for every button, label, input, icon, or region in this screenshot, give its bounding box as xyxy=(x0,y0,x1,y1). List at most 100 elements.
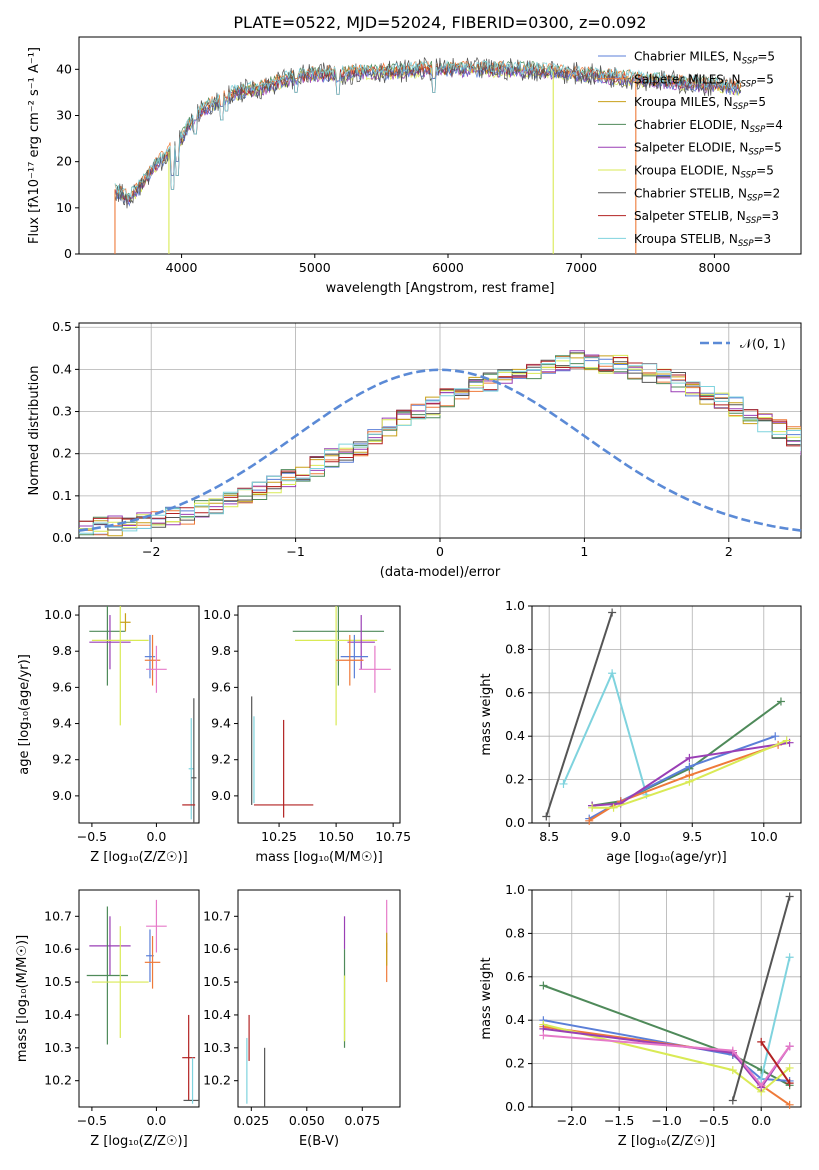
weight-marker xyxy=(685,777,694,786)
y-tick-label: 0.3 xyxy=(52,404,72,419)
x-tick-label: 7000 xyxy=(565,260,597,275)
x-tick-label: 0 xyxy=(436,544,444,559)
plot-frame xyxy=(78,889,200,1108)
y-tick-label: 9.2 xyxy=(211,752,231,767)
weight-marker xyxy=(785,1100,794,1109)
y-tick-label: 10 xyxy=(56,200,72,215)
y-tick-label: 9.8 xyxy=(211,643,231,658)
histogram-step xyxy=(79,352,801,531)
weight-marker xyxy=(685,753,694,762)
weight-marker xyxy=(785,1042,794,1051)
weight-series-line xyxy=(592,741,790,807)
spectrum-line-kroupa-stelib xyxy=(114,59,742,201)
x-tick-label: 6000 xyxy=(432,260,464,275)
y-tick-label: 0.8 xyxy=(505,641,525,656)
plot-frame xyxy=(78,36,802,255)
weight-series-line xyxy=(543,1023,791,1094)
plot-frame xyxy=(531,889,802,1108)
x-axis-label: E(B-V) xyxy=(299,1134,339,1149)
weight-series-line xyxy=(592,739,788,809)
weight-marker xyxy=(785,1063,794,1072)
weight-marker xyxy=(785,1079,794,1088)
x-tick-label: 0.0 xyxy=(146,829,166,844)
y-tick-label: 0.2 xyxy=(52,446,72,461)
y-tick-label: 30 xyxy=(56,107,72,122)
x-tick-label: 8000 xyxy=(699,260,731,275)
legend-entry: 𝒩(0, 1) xyxy=(740,336,786,351)
plot-frame xyxy=(531,605,802,824)
x-tick-label: 9.0 xyxy=(611,829,631,844)
legend-entry: Kroupa ELODIE, NSSP=5 xyxy=(634,164,774,181)
y-tick-label: 10.7 xyxy=(44,908,72,923)
legend-entry: Salpeter MILES, NSSP=5 xyxy=(634,72,774,89)
y-tick-label: 0 xyxy=(64,246,72,261)
weight-marker xyxy=(785,953,794,962)
x-tick-label: 0.0 xyxy=(146,1113,166,1128)
weight-marker xyxy=(728,1096,737,1105)
y-tick-label: 10.6 xyxy=(44,941,72,956)
histogram-step xyxy=(79,355,801,522)
y-tick-label: 1.0 xyxy=(505,882,525,897)
weight-marker xyxy=(771,732,780,741)
x-tick-label: −0.5 xyxy=(77,829,107,844)
y-tick-label: 10.5 xyxy=(203,974,231,989)
x-tick-label: 0.050 xyxy=(289,1113,325,1128)
figure-title: PLATE=0522, MJD=52024, FIBERID=0300, z=0… xyxy=(233,13,646,32)
y-tick-label: 10.2 xyxy=(44,1073,72,1088)
x-tick-label: 1 xyxy=(580,544,588,559)
weight-marker xyxy=(608,669,617,678)
x-tick-label: −0.5 xyxy=(699,1113,729,1128)
x-tick-label: −1.5 xyxy=(604,1113,634,1128)
y-axis-label: Flux [fλ10⁻¹⁷ erg cm⁻² s⁻¹ A⁻¹] xyxy=(27,47,42,244)
y-tick-label: 40 xyxy=(56,61,72,76)
weight-marker xyxy=(542,812,551,821)
plot-frame xyxy=(78,605,200,824)
y-tick-label: 20 xyxy=(56,154,72,169)
weight-marker xyxy=(588,803,597,812)
y-tick-label: 0.4 xyxy=(505,728,525,743)
weight-series-line xyxy=(543,1034,791,1087)
spectrum-line-kroupa-elodie xyxy=(114,65,742,203)
x-tick-label: 0.0 xyxy=(751,1113,771,1128)
y-axis-label: mass [log₁₀(M/M☉)] xyxy=(15,935,30,1062)
y-tick-label: 10.0 xyxy=(44,607,72,622)
y-tick-label: 10.3 xyxy=(44,1040,72,1055)
x-tick-label: 10.25 xyxy=(261,829,297,844)
y-tick-label: 9.2 xyxy=(52,752,72,767)
y-axis-label: Normed distribution xyxy=(27,366,42,496)
weight-marker xyxy=(685,762,694,771)
legend-entry: Kroupa STELIB, NSSP=3 xyxy=(634,232,771,249)
x-axis-label: Z [log₁₀(Z/Z☉)] xyxy=(90,850,187,865)
y-tick-label: 0.0 xyxy=(505,815,525,830)
weight-marker xyxy=(785,892,794,901)
weight-marker xyxy=(776,697,785,706)
y-tick-label: 10.2 xyxy=(203,1073,231,1088)
weight-marker xyxy=(539,1031,548,1040)
weight-series-line xyxy=(760,957,791,1080)
y-tick-label: 0.0 xyxy=(505,1099,525,1114)
y-tick-label: 0.2 xyxy=(505,772,525,787)
y-tick-label: 10.0 xyxy=(203,607,231,622)
x-tick-label: −0.5 xyxy=(77,1113,107,1128)
x-axis-label: Z [log₁₀(Z/Z☉)] xyxy=(90,1134,187,1149)
legend-entry: Salpeter ELODIE, NSSP=5 xyxy=(634,141,782,158)
legend-entry: Chabrier ELODIE, NSSP=4 xyxy=(634,118,783,135)
x-tick-label: 0.075 xyxy=(344,1113,380,1128)
x-axis-label: (data-model)/error xyxy=(380,565,501,580)
legend-entry: Salpeter STELIB, NSSP=3 xyxy=(634,209,779,226)
weight-marker xyxy=(609,803,618,812)
weight-marker xyxy=(728,1046,737,1055)
y-tick-label: 0.1 xyxy=(52,488,72,503)
weight-series-line xyxy=(760,1041,791,1084)
x-tick-label: 9.5 xyxy=(682,829,702,844)
y-tick-label: 9.0 xyxy=(211,788,231,803)
weight-marker xyxy=(757,1074,766,1083)
x-axis-label: wavelength [Angstrom, rest frame] xyxy=(326,281,555,296)
weight-marker xyxy=(728,1066,737,1075)
y-axis-label: mass weight xyxy=(479,673,494,755)
y-tick-label: 0.4 xyxy=(505,1012,525,1027)
weight-series-line xyxy=(562,670,648,796)
y-tick-label: 10.4 xyxy=(203,1007,231,1022)
weight-series-line xyxy=(543,984,791,1087)
